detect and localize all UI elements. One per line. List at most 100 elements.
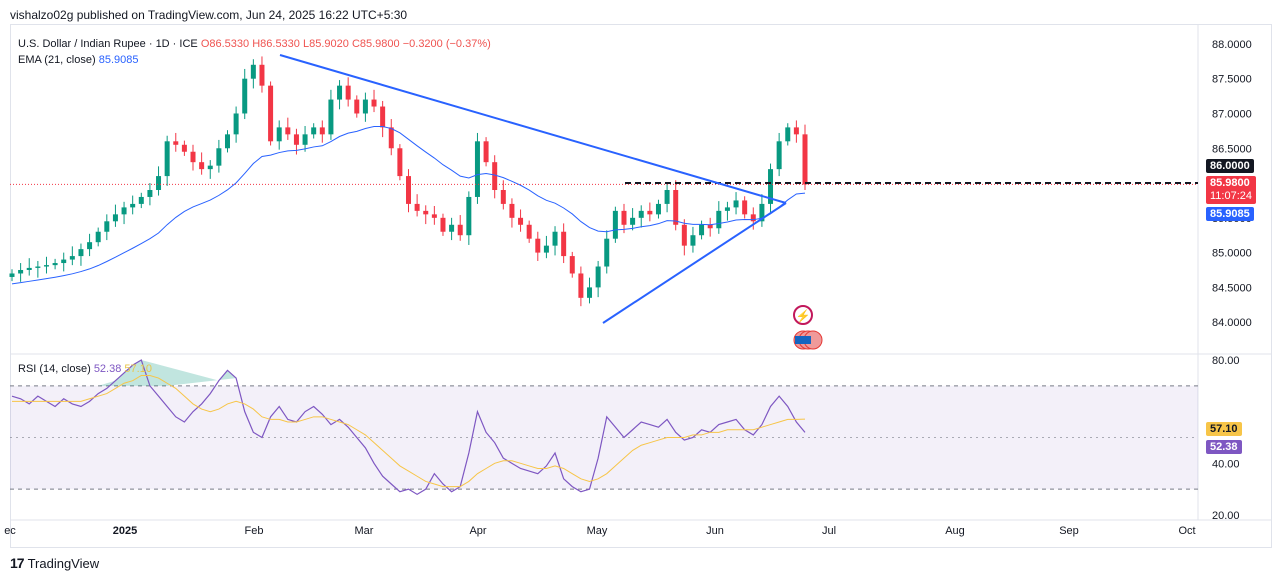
time-tick-label: Feb — [245, 525, 264, 537]
candle-body — [638, 210, 644, 218]
candle-body — [759, 203, 765, 222]
candle-body — [724, 207, 730, 211]
candle-body — [466, 196, 472, 236]
candle-body — [492, 162, 498, 190]
candle-body — [509, 203, 515, 218]
candle-body — [716, 210, 722, 229]
rsi-ma-tag: 57.10 — [1206, 422, 1242, 436]
chart-frame[interactable] — [10, 24, 1272, 548]
price-tick-label: 84.5000 — [1212, 282, 1252, 294]
candle-body — [569, 256, 575, 274]
candle-body — [138, 196, 144, 204]
ema-label[interactable]: EMA (21, close) — [18, 54, 96, 66]
level-price-tag: 86.0000 — [1206, 159, 1254, 173]
rsi-ma-line — [12, 375, 806, 488]
lower-trendline — [602, 202, 787, 324]
candle-body — [750, 214, 756, 222]
candle-body — [61, 259, 67, 264]
candle-body — [595, 266, 601, 288]
candle-body — [397, 148, 403, 177]
ohlc-high: H86.5330 — [252, 38, 300, 50]
candle-body — [664, 190, 670, 204]
rsi-overbought-fill — [98, 360, 237, 386]
candle-body — [440, 217, 446, 232]
candle-body — [35, 266, 41, 268]
candle-body — [268, 85, 274, 142]
candle-body — [345, 85, 351, 100]
candle-body — [690, 235, 696, 246]
rsi-value: 52.38 — [93, 363, 122, 375]
candle-body — [742, 200, 748, 215]
rsi-tag: 52.38 — [1206, 440, 1242, 454]
footer-brand[interactable]: 17 TradingView — [10, 555, 99, 571]
time-tick-label: 2025 — [113, 525, 137, 537]
ema-line — [11, 125, 806, 285]
candle-body — [173, 141, 179, 145]
candle-body — [793, 127, 799, 135]
brand-name: TradingView — [27, 555, 100, 571]
candle-body — [535, 238, 541, 253]
tradingview-logo-icon: 17 — [10, 555, 25, 571]
candle-body — [587, 287, 593, 298]
candle-body — [78, 249, 84, 257]
time-tick-label: May — [587, 525, 608, 537]
last-price-value: 85.9800 — [1210, 177, 1250, 189]
candle-body — [319, 127, 325, 135]
us-flag-icon — [795, 336, 811, 344]
candle-body — [474, 141, 480, 197]
candle-body — [561, 231, 567, 257]
dividend-event-icon — [793, 305, 813, 325]
time-tick-label: Mar — [355, 525, 374, 537]
candle-body — [130, 203, 136, 208]
ohlc-change: −0.3200 (−0.37%) — [402, 38, 491, 50]
candle-body — [224, 134, 230, 149]
time-tick-label: Sep — [1059, 525, 1079, 537]
candle-body — [500, 190, 506, 204]
rsi-line — [11, 359, 806, 496]
main-legend: U.S. Dollar / Indian Rupee · 1D · ICE O8… — [18, 36, 491, 68]
time-tick-label: Oct — [1178, 525, 1195, 537]
candle-body — [104, 221, 110, 232]
price-tick-label: 88.0000 — [1212, 39, 1252, 51]
rsi-label[interactable]: RSI (14, close) — [18, 363, 91, 375]
candle-body — [483, 141, 489, 163]
candle-body — [95, 231, 101, 243]
candle-body — [647, 210, 653, 215]
candle-body — [52, 263, 58, 266]
candle-body — [543, 245, 549, 253]
candle-body — [156, 176, 162, 190]
candle-body — [518, 217, 524, 225]
candle-body — [311, 127, 317, 135]
ohlc-low: L85.9020 — [302, 38, 349, 50]
candle-body — [302, 134, 308, 145]
candle-body — [768, 169, 774, 204]
candle-body — [242, 78, 248, 114]
price-tick-label: 87.0000 — [1212, 108, 1252, 120]
lightning-icon: ⚡ — [796, 309, 811, 323]
rsi-legend: RSI (14, close) 52.38 57.10 — [18, 363, 152, 375]
candle-body — [328, 99, 334, 135]
candle-body — [406, 176, 411, 204]
candle-body — [181, 144, 187, 152]
candle-body — [26, 267, 32, 270]
candle-body — [43, 265, 49, 267]
candle-body — [802, 134, 808, 185]
time-tick-label: Jul — [822, 525, 836, 537]
ema-price-tag: 85.9085 — [1206, 207, 1254, 221]
candle-body — [121, 207, 127, 215]
candle-body — [87, 242, 93, 250]
candle-body — [681, 224, 687, 246]
countdown-value: 11:07:24 — [1210, 190, 1253, 202]
time-tick-label: Apr — [469, 525, 486, 537]
rsi-ma-value: 57.10 — [124, 363, 152, 375]
rsi-tick-label: 40.00 — [1212, 458, 1240, 470]
time-tick-label: Jun — [706, 525, 724, 537]
ohlc-close: C85.9800 — [351, 38, 400, 50]
symbol-label[interactable]: U.S. Dollar / Indian Rupee · 1D · ICE — [18, 38, 198, 50]
candle-body — [69, 256, 75, 260]
candle-body — [362, 99, 368, 114]
candle-body — [216, 148, 222, 166]
candle-body — [431, 214, 437, 218]
candle-body — [371, 99, 377, 107]
